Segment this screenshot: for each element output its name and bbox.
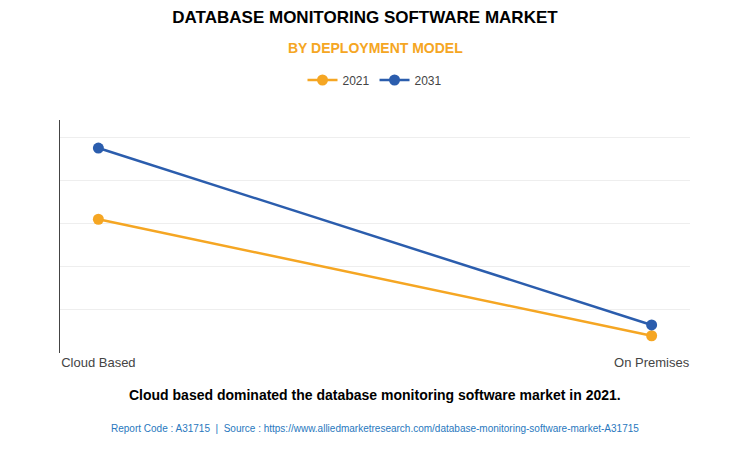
svg-text:BY DEPLOYMENT MODEL: BY DEPLOYMENT MODEL	[288, 40, 463, 56]
svg-text:Report Code : A31715 | Sourc: Report Code : A31715 | Source : https://…	[111, 423, 639, 434]
svg-text:2021: 2021	[343, 74, 370, 88]
svg-text:Cloud based dominated the data: Cloud based dominated the database monit…	[129, 387, 621, 403]
svg-text:On Premises: On Premises	[614, 355, 690, 370]
svg-text:DATABASE MONITORING SOFTWARE M: DATABASE MONITORING SOFTWARE MARKET	[172, 8, 558, 27]
svg-text:2031: 2031	[415, 74, 442, 88]
svg-text:Cloud Based: Cloud Based	[61, 355, 135, 370]
